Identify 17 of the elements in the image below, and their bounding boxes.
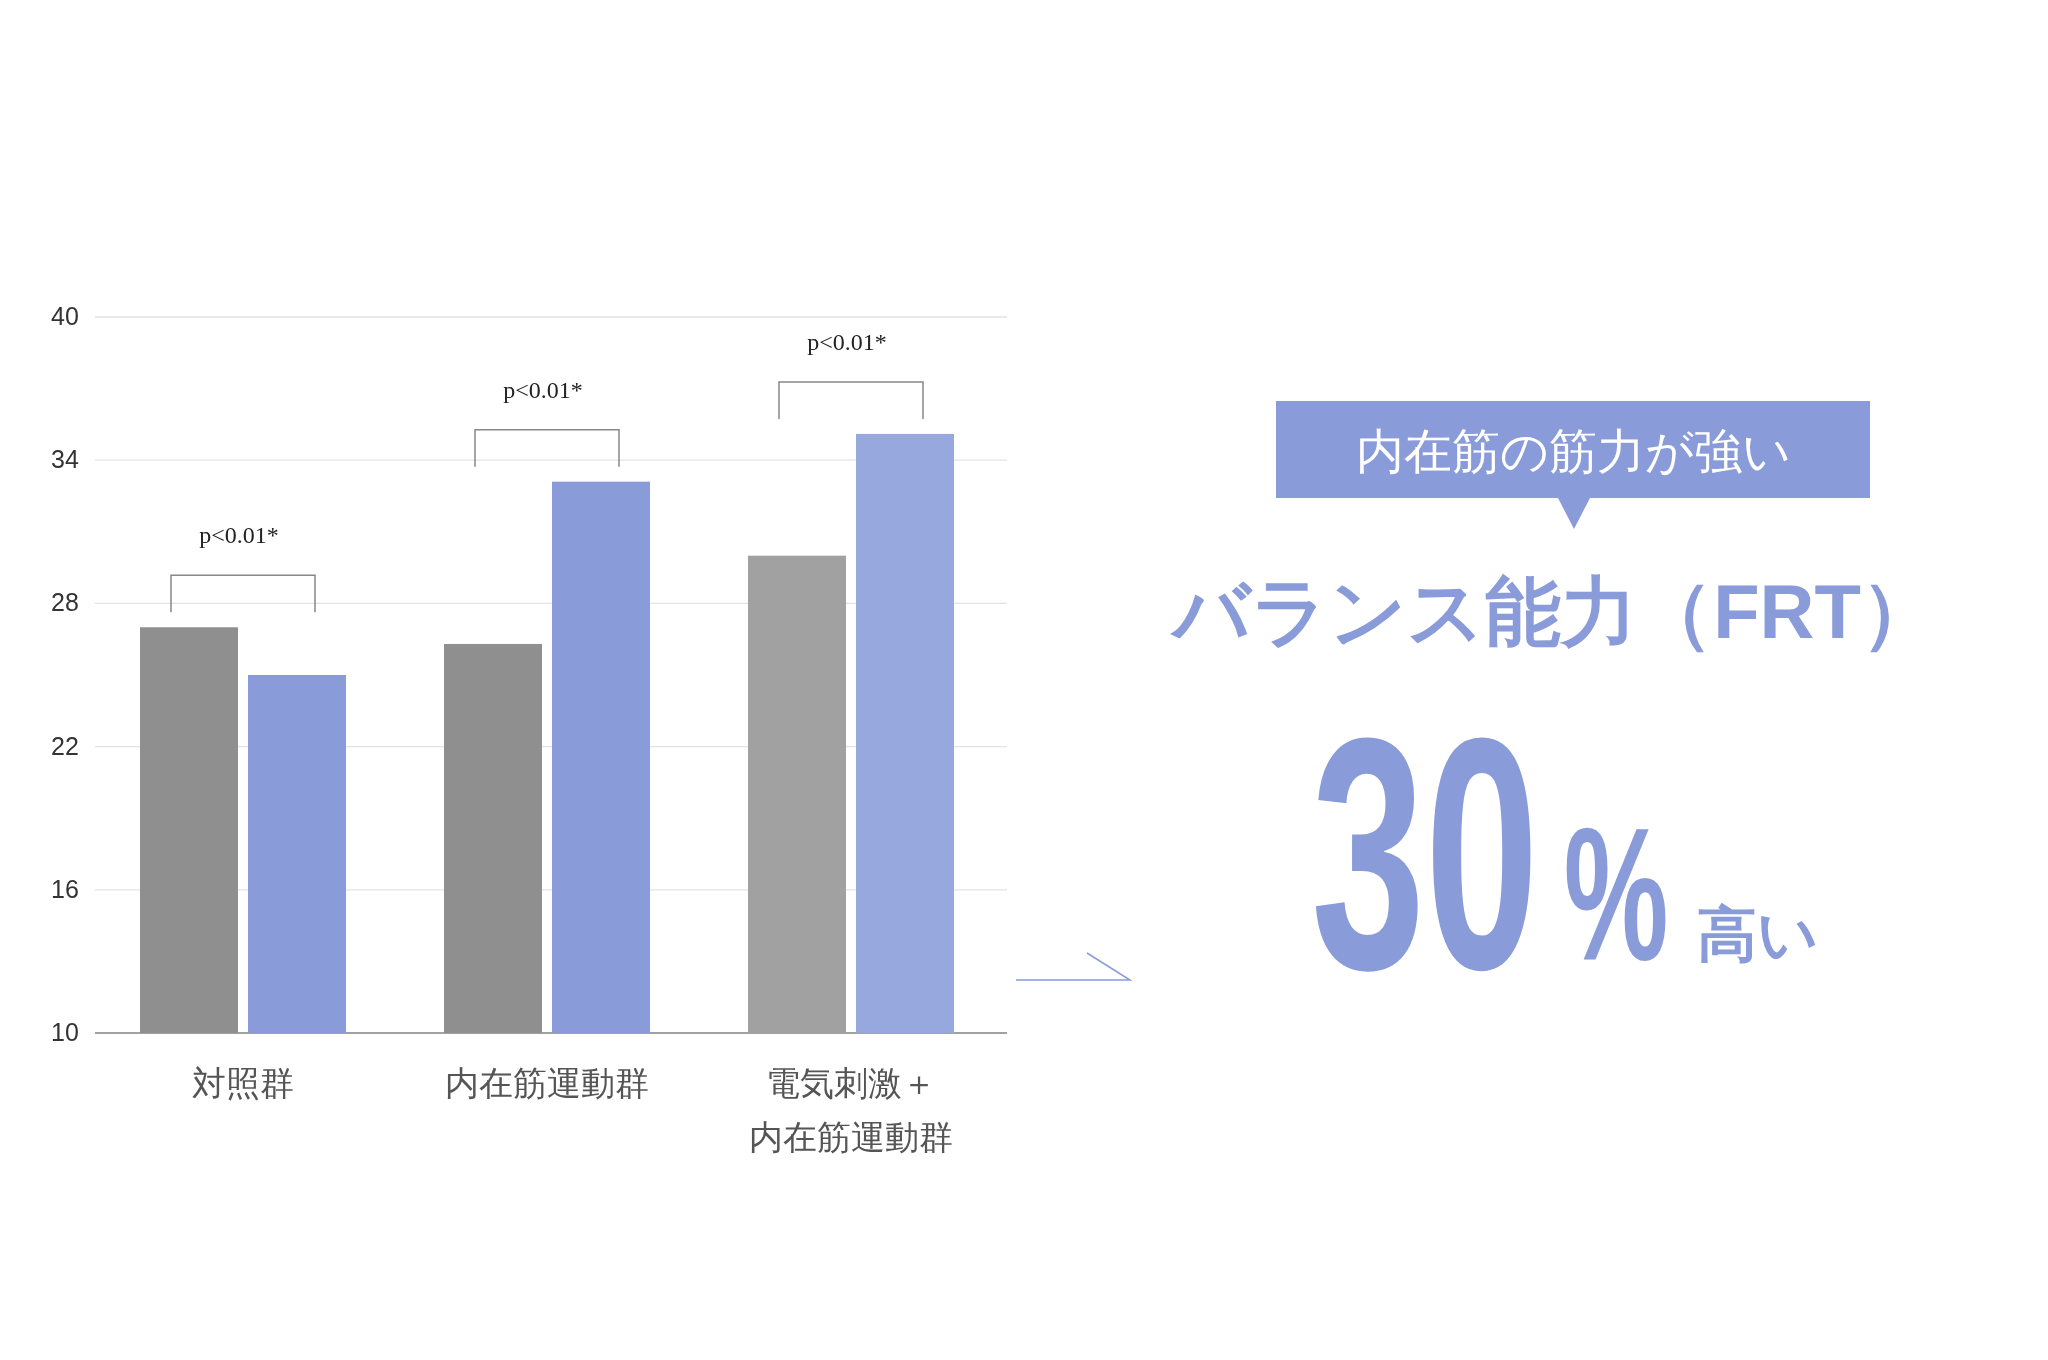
y-tick-label: 34 bbox=[51, 445, 79, 474]
y-tick-label: 16 bbox=[51, 874, 79, 903]
text: 高い bbox=[1697, 901, 1818, 968]
text: バランス能力（FRT） bbox=[1169, 569, 1937, 654]
text: % bbox=[1563, 788, 1669, 1000]
text: 内在筋の筋力が強い bbox=[1355, 425, 1791, 478]
x-tick-label: 電気刺激＋内在筋運動群 bbox=[749, 1064, 953, 1156]
y-tick-label: 40 bbox=[51, 302, 79, 330]
annotation: p<0.01* bbox=[199, 522, 279, 549]
y-tick-label: 22 bbox=[51, 731, 79, 760]
annotation: p<0.01* bbox=[503, 376, 583, 403]
x-tick-label: 対照群 bbox=[192, 1064, 294, 1102]
text: 30 bbox=[1311, 668, 1539, 1038]
x-tick-label: 内在筋運動群 bbox=[445, 1064, 649, 1102]
y-tick-label: 28 bbox=[51, 588, 79, 617]
y-tick-label: 10 bbox=[51, 1018, 79, 1046]
annotation: p<0.01* bbox=[807, 328, 887, 355]
